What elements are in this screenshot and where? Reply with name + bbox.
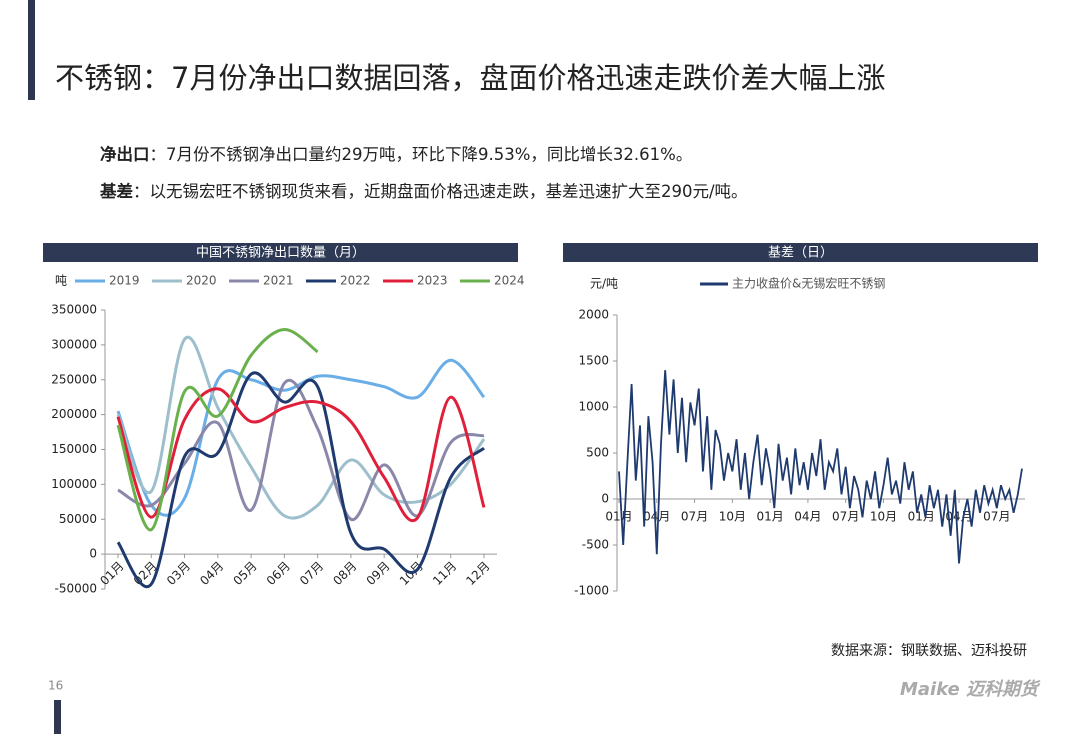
- y-tick-label: 200000: [51, 407, 97, 421]
- chart-title: 基差（日）: [768, 246, 833, 261]
- x-tick-label: 11月: [430, 559, 459, 588]
- legend-label: 2024: [494, 274, 525, 288]
- chart-header: [43, 243, 518, 262]
- series-line: [116, 335, 486, 520]
- y-tick-label: 100000: [51, 477, 97, 491]
- y-tick-label: 300000: [51, 337, 97, 351]
- y-unit: 吨: [55, 274, 67, 288]
- y-tick-label: -500: [582, 538, 609, 552]
- y-tick-label: 0: [89, 547, 97, 561]
- x-tick-label: 12月: [463, 559, 492, 588]
- y-tick-label: 50000: [59, 512, 97, 526]
- series-line: [618, 370, 1023, 564]
- y-tick-label: 500: [586, 446, 609, 460]
- bullet: 净出口：7月份不锈钢净出口量约29万吨，环比下降9.53%，同比增长32.61%…: [100, 144, 692, 164]
- x-tick-label: 08月: [330, 559, 359, 588]
- x-tick-label: 05月: [230, 559, 259, 588]
- series-line: [116, 371, 485, 589]
- legend-label: 2019: [109, 274, 140, 288]
- x-tick-label: 07月: [297, 559, 326, 588]
- bullet-text: ：以无锡宏旺不锈钢现货来看，近期盘面价格迅速走跌，基差迅速扩大至290元/吨。: [133, 182, 748, 201]
- y-tick-label: 1000: [578, 400, 609, 414]
- legend-label: 2023: [417, 274, 448, 288]
- series-line: [116, 387, 486, 523]
- chart-title: 中国不锈钢净出口数量（月）: [196, 246, 365, 261]
- page-number: 16: [48, 679, 63, 693]
- x-tick-label: 09月: [364, 559, 393, 588]
- logo: Maike 迈科期货: [900, 679, 1041, 700]
- y-tick-label: 0: [601, 492, 609, 506]
- bullet-text: ：7月份不锈钢净出口量约29万吨，环比下降9.53%，同比增长32.61%。: [150, 145, 693, 164]
- y-tick-label: 2000: [578, 308, 609, 322]
- x-tick-label: 07月: [832, 510, 859, 524]
- legend-label: 2022: [340, 274, 371, 288]
- y-tick-label: 250000: [51, 372, 97, 386]
- x-tick-label: 04月: [794, 510, 821, 524]
- y-tick-label: 350000: [51, 303, 97, 317]
- accent-bar: [28, 0, 35, 100]
- bullet-label: 净出口: [100, 144, 150, 164]
- x-tick-label: 04月: [197, 559, 226, 588]
- legend-label: 2021: [263, 274, 294, 288]
- x-tick-label: 03月: [164, 559, 193, 588]
- x-tick-label: 07月: [681, 510, 708, 524]
- y-unit: 元/吨: [590, 277, 618, 291]
- x-tick-label: 07月: [983, 510, 1010, 524]
- slide-title: 不锈钢：7月份净出口数据回落，盘面价格迅速走跌价差大幅上涨: [55, 61, 885, 95]
- x-tick-label: 01月: [908, 510, 935, 524]
- y-tick-label: -1000: [574, 584, 609, 598]
- y-tick-label: 150000: [51, 442, 97, 456]
- x-tick-label: 01月: [605, 510, 632, 524]
- x-tick-label: 10月: [719, 510, 746, 524]
- y-tick-label: -50000: [54, 582, 97, 596]
- x-tick-label: 01月: [97, 559, 126, 588]
- x-tick-label: 01月: [756, 510, 783, 524]
- bullet: 基差：以无锡宏旺不锈钢现货来看，近期盘面价格迅速走跌，基差迅速扩大至290元/吨…: [100, 181, 748, 201]
- chart-header: [563, 243, 1038, 262]
- legend-label: 主力收盘价&无锡宏旺不锈钢: [732, 276, 885, 291]
- x-tick-label: 04月: [643, 510, 670, 524]
- source: 数据来源：钢联数据、迈科投研: [831, 643, 1027, 659]
- x-tick-label: 10月: [870, 510, 897, 524]
- accent-bar: [54, 700, 61, 734]
- series-line: [116, 358, 486, 517]
- bullet-label: 基差: [100, 181, 133, 201]
- series-line: [116, 328, 319, 532]
- x-tick-label: 06月: [264, 559, 293, 588]
- legend-label: 2020: [186, 274, 217, 288]
- y-tick-label: 1500: [578, 354, 609, 368]
